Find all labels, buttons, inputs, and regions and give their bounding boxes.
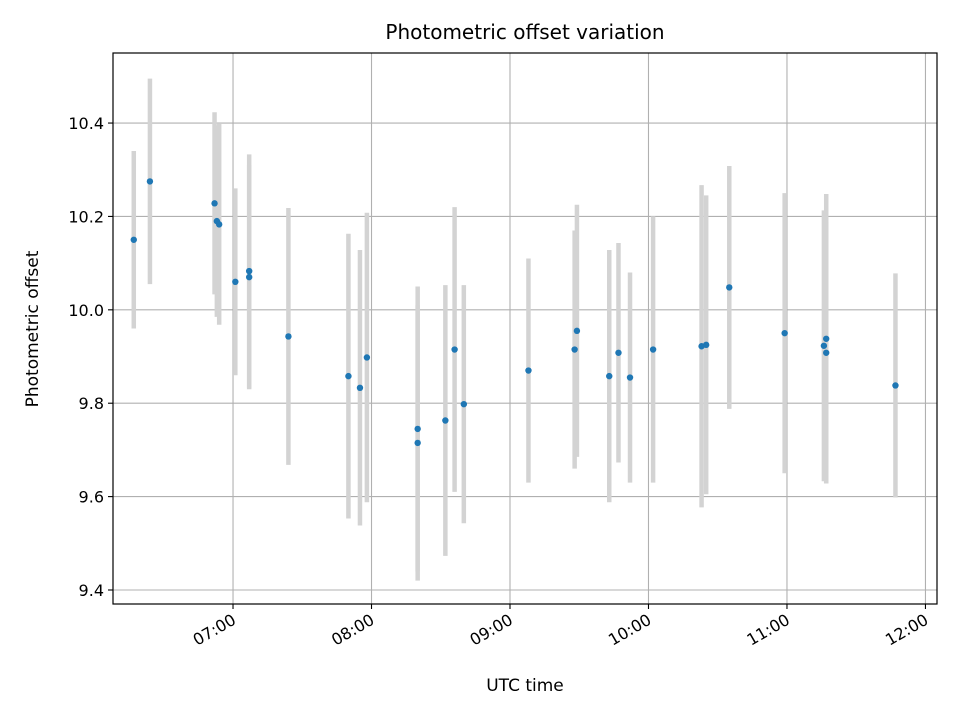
y-tick-label: 10.4 xyxy=(68,114,104,133)
data-point xyxy=(356,384,364,392)
y-tick-label: 9.8 xyxy=(79,394,104,413)
data-point xyxy=(702,341,710,349)
data-point xyxy=(820,342,828,349)
data-point xyxy=(345,372,352,380)
data-point xyxy=(232,278,239,286)
plot-frame xyxy=(112,52,938,605)
x-axis-label: UTC time xyxy=(486,676,564,696)
data-point xyxy=(363,354,371,361)
data-point xyxy=(146,178,154,185)
data-point xyxy=(215,221,223,228)
data-point xyxy=(451,346,458,353)
data-point xyxy=(626,374,634,381)
data-point xyxy=(245,273,253,281)
data-point xyxy=(130,236,137,243)
data-point xyxy=(615,349,622,356)
chart-title: Photometric offset variation xyxy=(385,20,664,44)
data-point xyxy=(573,327,581,335)
data-point xyxy=(823,349,830,356)
data-point xyxy=(892,382,899,389)
data-point xyxy=(414,439,421,447)
data-point xyxy=(571,346,578,353)
data-point xyxy=(211,200,218,207)
y-tick-label: 9.4 xyxy=(79,581,104,600)
data-point xyxy=(606,372,613,380)
data-point xyxy=(823,335,830,342)
data-point xyxy=(525,367,532,374)
data-point xyxy=(781,329,788,337)
data-points xyxy=(130,178,899,447)
data-point xyxy=(460,400,468,408)
y-tick-label: 10.0 xyxy=(68,301,104,320)
y-tick-label: 10.2 xyxy=(68,207,104,226)
data-point xyxy=(726,284,733,291)
data-point xyxy=(649,346,657,353)
data-point xyxy=(245,267,253,275)
y-axis-label: Photometric offset xyxy=(23,250,43,407)
y-axis: 9.4 9.6 9.8 10.0 10.2 10.4 xyxy=(68,114,113,600)
data-point xyxy=(285,333,292,340)
data-point xyxy=(442,417,449,424)
y-tick-label: 9.6 xyxy=(79,488,104,507)
data-point xyxy=(414,425,421,433)
